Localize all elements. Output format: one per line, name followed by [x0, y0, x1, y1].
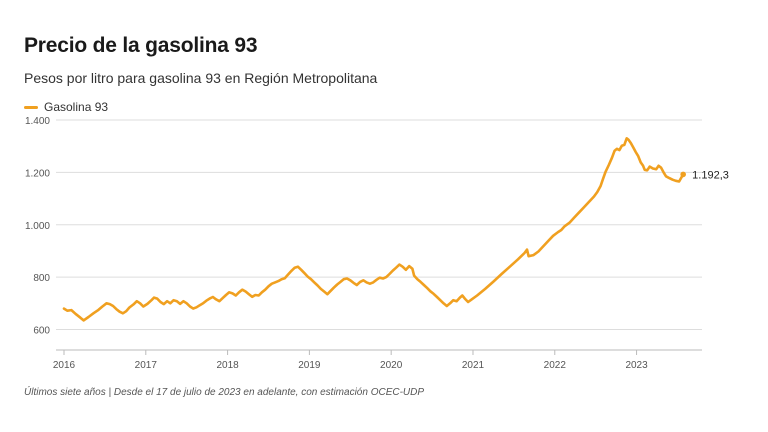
legend: Gasolina 93 [24, 100, 108, 114]
x-tick-label: 2021 [462, 360, 485, 371]
x-tick-label: 2020 [380, 360, 403, 371]
y-tick-label: 1.400 [25, 116, 50, 127]
series-end-label: 1.192,3 [692, 169, 729, 181]
y-tick-label: 1.000 [25, 221, 50, 232]
y-tick-label: 800 [33, 273, 50, 284]
x-tick-label: 2016 [53, 360, 76, 371]
legend-swatch [24, 105, 38, 109]
x-tick-label: 2022 [544, 360, 567, 371]
series-line-gasolina-93 [62, 137, 685, 322]
x-tick-label: 2019 [298, 360, 321, 371]
chart-title: Precio de la gasolina 93 [24, 34, 258, 57]
y-tick-label: 1.200 [25, 168, 50, 179]
x-tick-label: 2017 [135, 360, 158, 371]
y-tick-label: 600 [33, 326, 50, 337]
legend-label: Gasolina 93 [44, 100, 109, 114]
series-end-point [680, 171, 686, 178]
x-tick-label: 2023 [625, 360, 648, 371]
footnote: Últimos siete años | Desde el 17 de juli… [24, 387, 425, 398]
chart-subtitle: Pesos por litro para gasolina 93 en Regi… [24, 70, 378, 86]
x-tick-label: 2018 [216, 360, 239, 371]
